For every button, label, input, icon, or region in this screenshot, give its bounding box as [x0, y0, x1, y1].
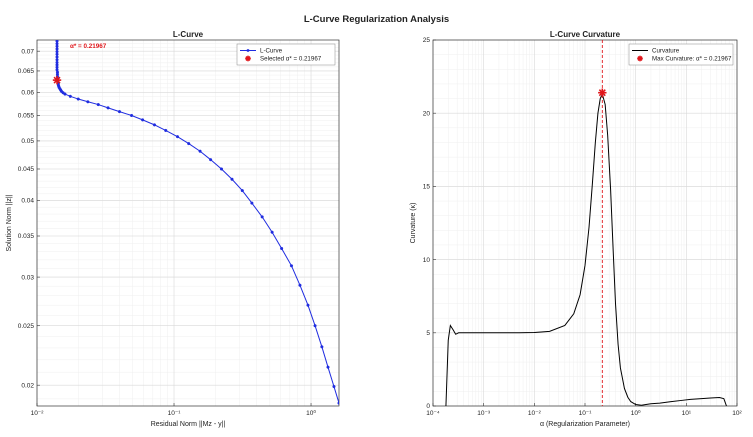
data-point: [55, 42, 59, 46]
selected-point-marker: [52, 75, 62, 85]
panel-2-xlabel: α (Regularization Parameter): [540, 421, 630, 428]
y-tick-label: 5: [426, 330, 430, 337]
panel-2-plot-area: [445, 92, 727, 406]
data-point: [306, 303, 310, 307]
y-tick-label: 0.045: [18, 166, 35, 173]
figure-title: L-Curve Regularization Analysis: [303, 14, 450, 25]
y-tick-label: 0.065: [18, 68, 35, 75]
y-tick-label: 0.05: [21, 138, 34, 145]
y-tick-label: 0: [426, 403, 430, 410]
data-point: [68, 94, 72, 98]
legend-box: [236, 43, 336, 66]
legend-marker: [246, 49, 250, 52]
x-tick-label: 10⁻²: [31, 410, 45, 417]
y-tick-label: 0.03: [21, 274, 34, 281]
data-point: [117, 110, 122, 114]
data-point: [96, 103, 100, 107]
x-tick-label: 10⁻³: [477, 410, 491, 417]
data-point: [63, 92, 67, 96]
data-point: [55, 47, 59, 51]
x-tick-label: 10²: [732, 410, 742, 417]
x-tick-label: 10⁰: [631, 409, 641, 417]
data-point: [187, 142, 191, 146]
y-tick-label: 0.06: [21, 89, 34, 96]
data-point: [175, 135, 180, 139]
selected-point-marker: [598, 88, 607, 97]
data-point: [141, 118, 145, 122]
data-point: [55, 44, 59, 48]
x-tick-label: 10⁻¹: [168, 410, 182, 417]
legend-label: Curvature: [652, 48, 680, 55]
data-point: [280, 246, 284, 251]
panel-1-major-grid: [36, 40, 339, 406]
legend-label: Selected α* = 0.21967: [260, 56, 322, 63]
data-point: [326, 365, 330, 369]
data-point: [270, 230, 274, 234]
x-tick-label: 10⁻⁴: [426, 410, 440, 417]
data-point: [152, 123, 157, 127]
series-line-1: [445, 92, 727, 406]
data-point: [313, 324, 317, 328]
data-point: [198, 149, 202, 153]
y-tick-label: 0.02: [21, 382, 34, 389]
x-tick-label: 10⁻¹: [579, 410, 593, 417]
panel-1: 10⁻² 10⁻¹ 10⁰ 0.02 0.025 0.03 0.035 0.04 0.045 0.…: [6, 30, 340, 428]
data-point: [106, 106, 110, 110]
y-tick-label: 25: [423, 37, 431, 44]
data-point: [86, 100, 90, 104]
data-point: [320, 345, 324, 349]
series-line-1: [56, 41, 339, 404]
y-tick-label: 0.035: [18, 233, 35, 240]
data-point: [55, 58, 59, 62]
data-point: [55, 55, 59, 59]
legend-label: L-Curve: [260, 48, 283, 55]
data-point: [219, 167, 224, 171]
x-tick-label: 10⁻²: [528, 410, 542, 417]
data-point: [332, 384, 336, 389]
legend-marker: [245, 55, 251, 62]
data-point: [130, 113, 134, 118]
y-tick-label: 0.07: [21, 48, 34, 55]
data-point: [230, 177, 234, 181]
data-point: [289, 264, 294, 268]
data-point: [164, 128, 168, 132]
y-tick-label: 10: [423, 257, 431, 264]
x-tick-label: 10¹: [682, 410, 692, 417]
y-tick-label: 0.055: [18, 113, 35, 120]
panel-1-axes-box: [36, 39, 340, 407]
panel-1-ylabel: Solution Norm ||z||: [6, 194, 13, 251]
panel-2-ylabel: Curvature (κ): [410, 203, 417, 244]
data-point: [240, 189, 244, 193]
data-point: [250, 201, 254, 205]
data-point: [55, 50, 59, 54]
panel-1-xlabel: Residual Norm ||Mz - y||: [151, 421, 226, 428]
data-point: [55, 52, 59, 56]
data-point: [337, 401, 339, 405]
legend-label: Max Curvature: α* = 0.21967: [652, 56, 732, 63]
data-point: [76, 97, 80, 101]
panel-1-title: L-Curve: [173, 30, 204, 39]
data-point: [55, 68, 59, 72]
y-tick-label: 15: [423, 184, 431, 191]
panel-2-title: L-Curve Curvature: [550, 30, 621, 39]
selected-alpha-annotation: α* = 0.21967: [70, 43, 107, 50]
y-tick-label: 0.025: [18, 323, 35, 330]
y-tick-label: 20: [423, 110, 431, 117]
data-point: [298, 283, 302, 287]
data-point: [55, 40, 59, 43]
legend-marker: [637, 55, 643, 62]
panel-2: 10⁻⁴ 10⁻³ 10⁻² 10⁻¹ 10⁰ 10¹ 10² 0 5 10 15 20 25 L-Cur…: [410, 30, 743, 428]
panel-1-minor-grid: [37, 40, 339, 406]
legend-box: [628, 43, 734, 66]
data-point: [209, 158, 213, 162]
data-point: [260, 215, 264, 219]
x-tick-label: 10⁰: [306, 409, 316, 417]
y-tick-label: 0.04: [21, 198, 34, 205]
